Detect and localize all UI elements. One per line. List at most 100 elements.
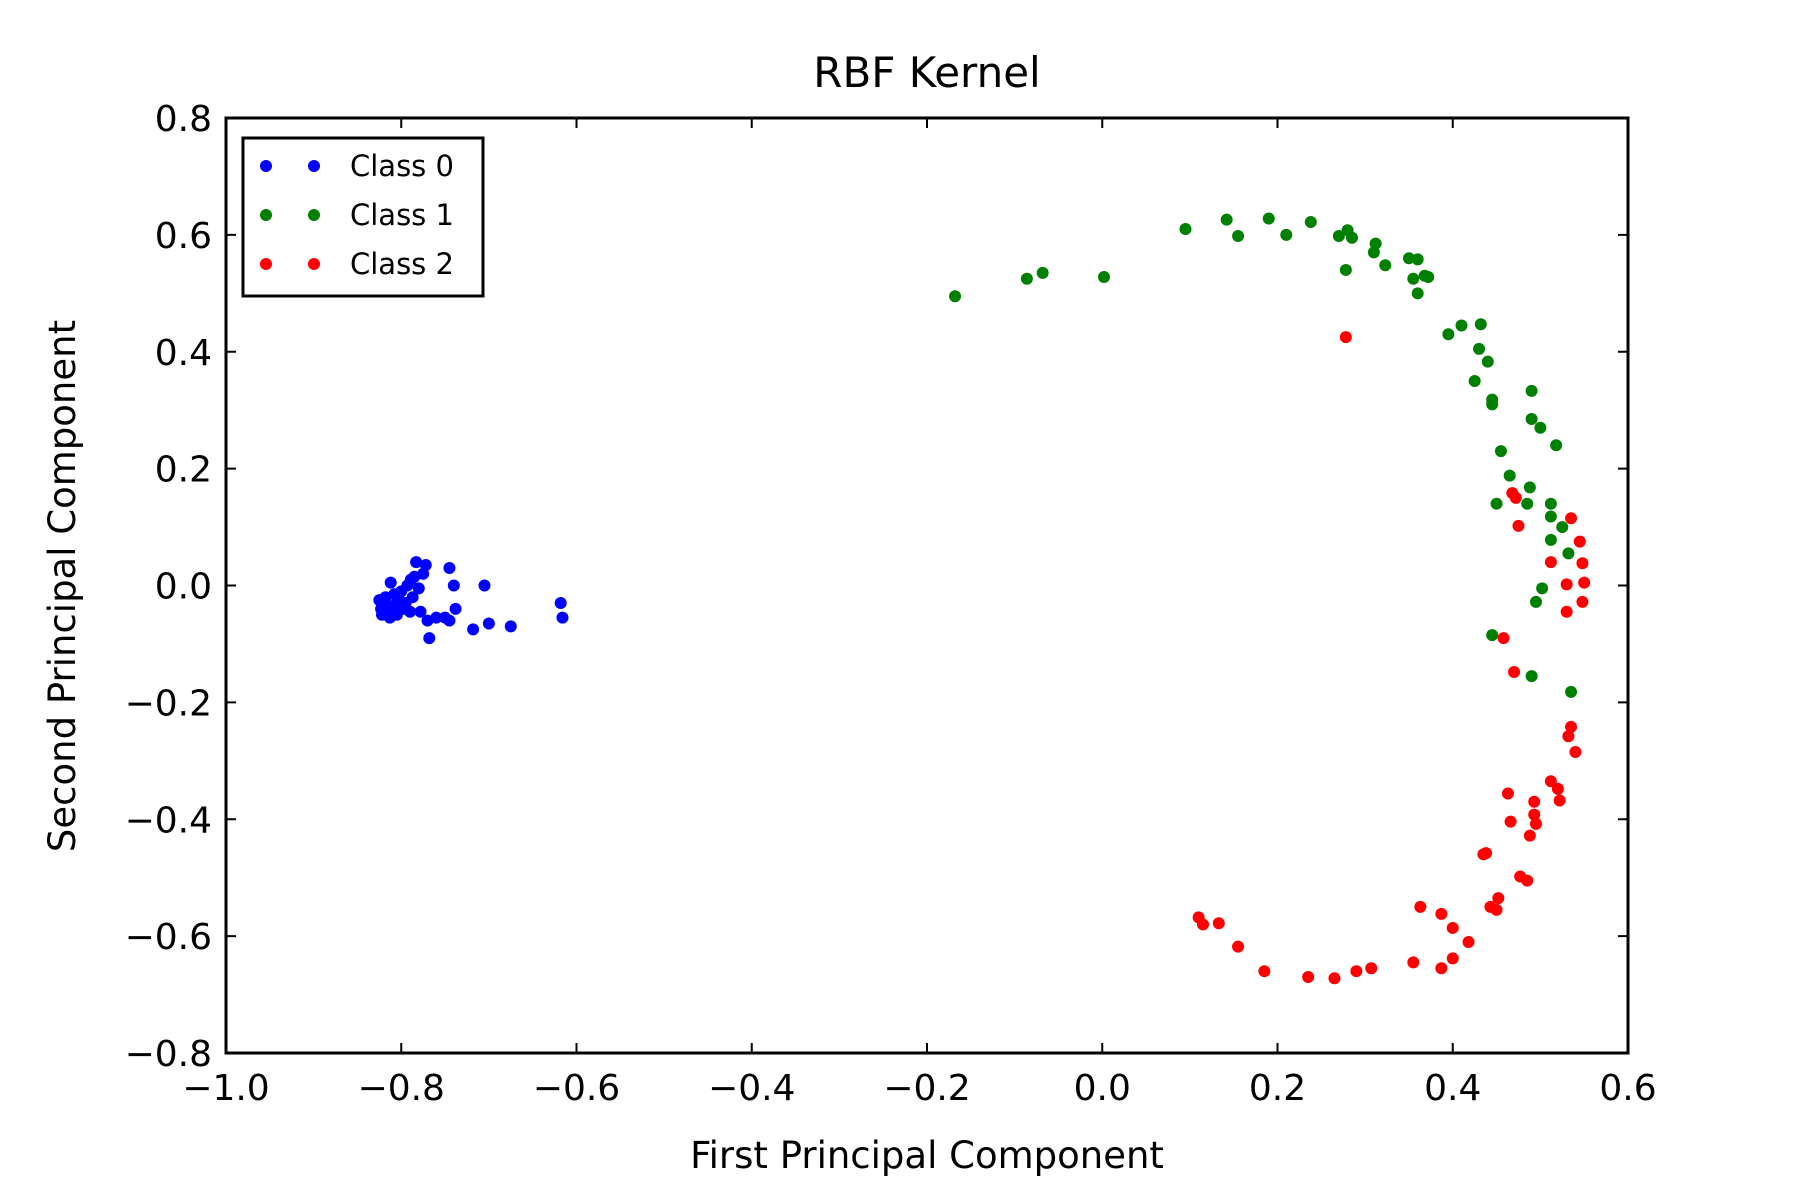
class-1-point	[1411, 287, 1424, 300]
class-1-point	[1455, 319, 1468, 332]
legend-box	[241, 136, 485, 298]
class-1-point	[1020, 272, 1033, 285]
class-2-point	[1212, 917, 1225, 930]
x-tick-label: −0.6	[533, 1068, 620, 1109]
class-1-point	[1525, 670, 1538, 683]
class-2-point	[1414, 900, 1427, 913]
legend-entries: Class 0 Class 1 Class 2	[260, 149, 454, 281]
class-1-point	[1474, 318, 1487, 331]
class-0-point	[447, 579, 460, 592]
legend-marker-class-2	[260, 258, 272, 270]
class-2-point	[1565, 720, 1578, 733]
class-2-point	[1521, 874, 1534, 887]
class-0-point	[384, 576, 397, 589]
class-1-point	[1525, 412, 1538, 425]
class-1-point	[1179, 223, 1192, 236]
class-1-point	[1473, 342, 1486, 355]
class-1-point	[1556, 521, 1569, 534]
class-0-point	[554, 597, 567, 610]
x-tick-label: −0.2	[883, 1068, 970, 1109]
class-2-point	[1528, 795, 1541, 808]
class-2-point	[1258, 965, 1271, 978]
class-1-point	[1379, 259, 1392, 272]
x-tick-label: −1.0	[182, 1068, 269, 1109]
class-2-point	[1512, 519, 1525, 532]
legend-label-class-1: Class 1	[350, 198, 454, 232]
class-1-point	[1098, 270, 1111, 283]
class-1-point	[1262, 212, 1275, 225]
legend: Class 0 Class 1 Class 2	[241, 136, 485, 298]
class-0-point	[406, 591, 419, 604]
plot-frame	[224, 116, 1630, 1055]
class-2-point	[1523, 829, 1536, 842]
y-tick-label: 0.2	[155, 450, 212, 491]
chart-title: RBF Kernel	[813, 48, 1040, 97]
class-1-point	[1481, 355, 1494, 368]
class-1-point	[949, 290, 962, 303]
class-2-point	[1553, 794, 1566, 807]
y-tick-label: −0.8	[125, 1034, 212, 1075]
class-2-point	[1528, 808, 1541, 821]
class-2-point	[1576, 595, 1589, 608]
class-1-point	[1536, 582, 1549, 595]
class-1-point	[1523, 481, 1536, 494]
class-2-point	[1462, 935, 1475, 948]
class-1-point	[1422, 270, 1435, 283]
y-tick-label: −0.6	[125, 917, 212, 958]
class-2-point	[1576, 557, 1589, 570]
class-1-point	[1490, 497, 1503, 510]
class-2-point	[1328, 972, 1341, 985]
class-2-point	[1544, 775, 1557, 788]
x-axis-label: First Principal Component	[690, 1134, 1164, 1177]
y-tick-label: −0.4	[125, 800, 212, 841]
legend-marker-class-1	[260, 209, 272, 221]
y-tick-label: 0.8	[155, 99, 212, 140]
class-2-point	[1302, 971, 1315, 984]
legend-marker-class-1	[308, 209, 320, 221]
class-1-point	[1332, 230, 1345, 243]
class-2-point	[1435, 962, 1448, 975]
class-0-point	[414, 605, 427, 618]
class-2-point	[1339, 331, 1352, 344]
class-1-point	[1442, 328, 1455, 341]
class-1-point	[1486, 629, 1499, 642]
class-2-point	[1446, 921, 1459, 934]
class-2-point	[1560, 605, 1573, 618]
class-2-point	[1562, 730, 1575, 743]
legend-label-class-0: Class 0	[350, 149, 454, 183]
class-2-point	[1480, 847, 1493, 860]
class-1-point	[1544, 533, 1557, 546]
class-1-point	[1036, 266, 1049, 279]
class-1-point	[1550, 439, 1563, 452]
class-1-point	[1402, 252, 1415, 265]
class-2-point	[1565, 512, 1578, 525]
class-2-point	[1492, 892, 1505, 905]
class-0-point	[419, 559, 432, 572]
class-2-point	[1578, 576, 1591, 589]
class-2-point	[1560, 578, 1573, 591]
class-2-point	[1497, 632, 1510, 645]
class-2-point	[1232, 940, 1245, 953]
class-1-point	[1304, 216, 1317, 229]
class-1-point	[1232, 230, 1245, 243]
class-0-point	[449, 602, 462, 615]
points-group	[373, 212, 1591, 985]
class-0-point	[412, 582, 425, 595]
legend-marker-class-0	[308, 160, 320, 172]
y-axis-label: Second Principal Component	[41, 320, 84, 852]
class-1-point	[1503, 469, 1516, 482]
class-2-point	[1508, 665, 1521, 678]
y-tick-label: −0.2	[125, 683, 212, 724]
legend-marker-class-2	[308, 258, 320, 270]
class-0-point	[430, 611, 443, 624]
class-0-point	[404, 605, 417, 618]
class-1-point	[1407, 272, 1420, 285]
class-0-point	[443, 614, 456, 627]
class-1-point	[1280, 228, 1293, 241]
class-1-point	[1544, 510, 1557, 523]
x-tick-label: 0.2	[1249, 1068, 1306, 1109]
y-tick-label: 0.0	[155, 567, 212, 608]
x-tick-label: −0.8	[358, 1068, 445, 1109]
class-1-point	[1411, 253, 1424, 266]
class-0-point	[478, 579, 491, 592]
